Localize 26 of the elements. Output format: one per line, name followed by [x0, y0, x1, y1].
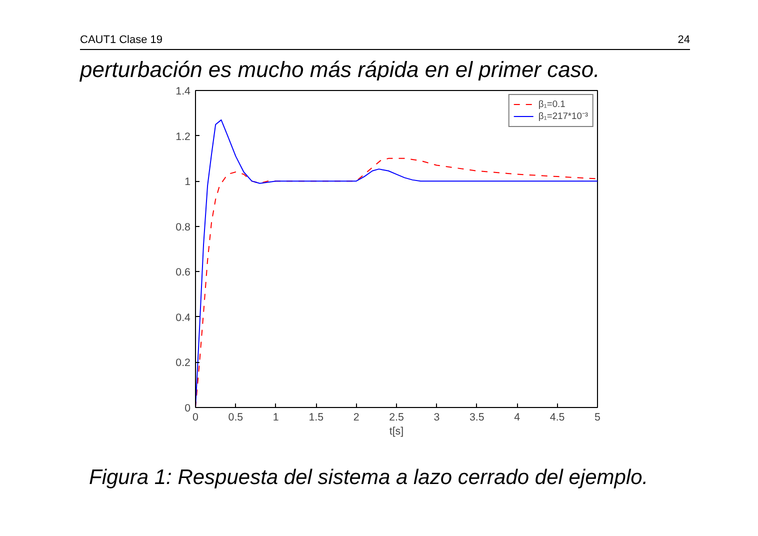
legend-label: β₁=217*10⁻³ [538, 110, 588, 122]
x-tick-label: 5 [594, 412, 601, 424]
y-tick-label: 0.8 [176, 221, 191, 234]
x-tick-label: 4.5 [550, 412, 565, 424]
x-tick-label: 1 [272, 412, 279, 424]
x-axis-title: t[s] [389, 426, 404, 438]
x-tick-label: 0.5 [228, 412, 244, 424]
x-tick-label: 3.5 [469, 412, 484, 424]
y-tick-label: 1.2 [176, 130, 191, 143]
x-tick-label: 2.5 [389, 412, 404, 424]
y-tick-label: 1 [184, 176, 191, 188]
x-tick-label: 3 [434, 412, 440, 424]
x-tick-label: 1.5 [308, 412, 324, 424]
y-tick-label: 0.4 [176, 312, 191, 324]
text: CAUT1 Clase 19 [80, 33, 163, 48]
y-tick-label: 0.6 [176, 266, 191, 279]
y-tick-label: 1.4 [176, 86, 191, 98]
x-tick-label: 4 [514, 412, 520, 424]
text: Figura 1: Respuesta del sistema a lazo cerrado del ejemplo. [89, 465, 648, 491]
x-tick-label: 2 [353, 412, 360, 424]
x-tick-label: 0 [192, 412, 199, 424]
text: perturbación es mucho más rápida en el primer caso. [80, 56, 601, 84]
y-tick-label: 0.2 [176, 357, 191, 370]
text: 24 [678, 33, 690, 48]
y-tick-label: 0 [184, 402, 191, 414]
legend-label: β₁=0.1 [538, 99, 566, 109]
